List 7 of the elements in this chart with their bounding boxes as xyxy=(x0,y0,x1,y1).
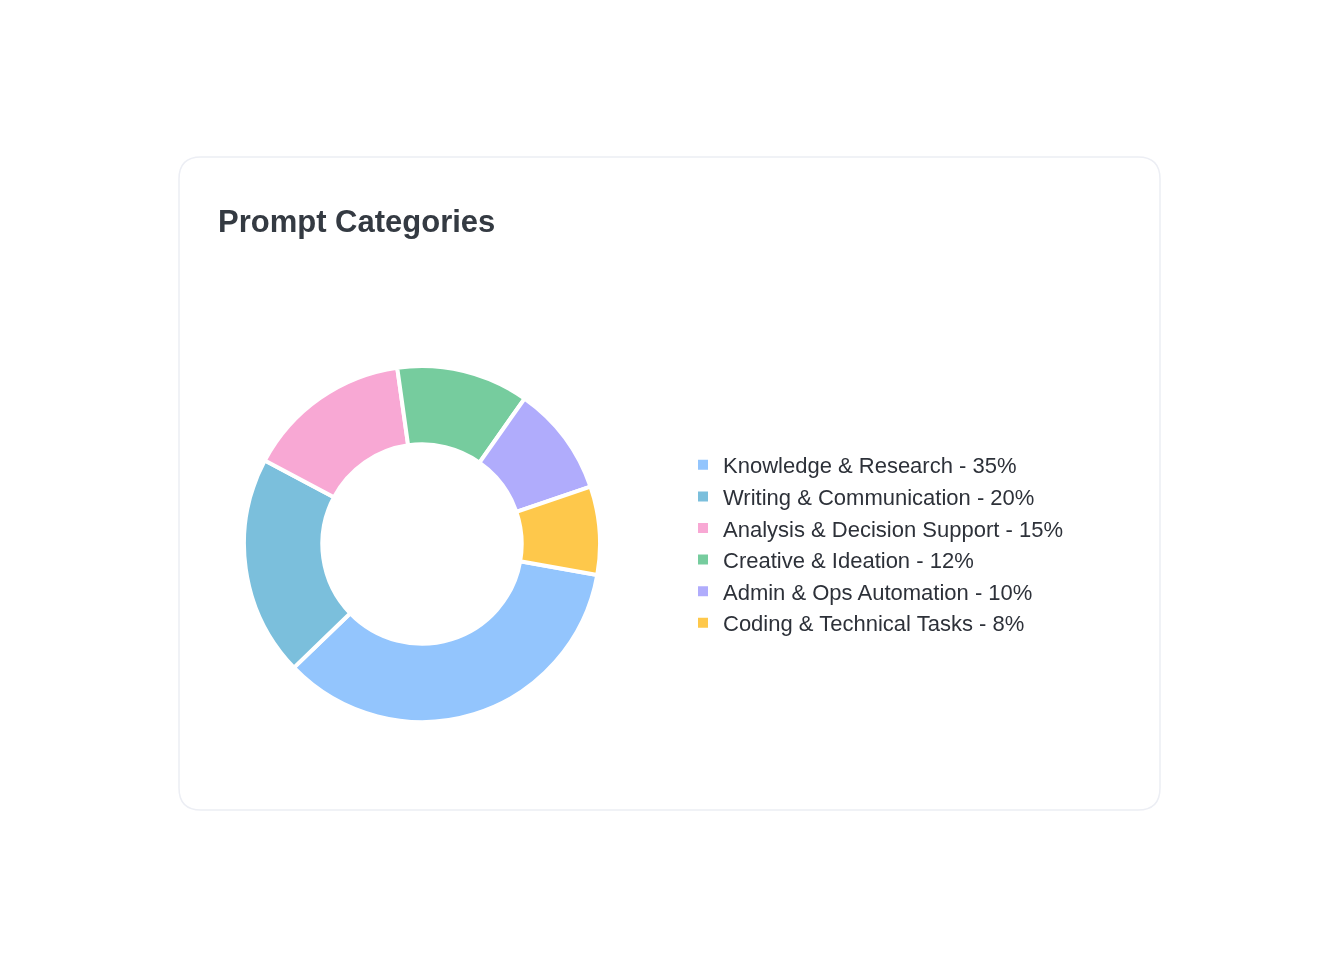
legend-label: Creative & Ideation - 12% xyxy=(723,548,974,574)
legend-label: Writing & Communication - 20% xyxy=(723,484,1035,510)
legend-label: Knowledge & Research - 35% xyxy=(723,453,1017,479)
legend-label: Admin & Ops Automation - 10% xyxy=(723,579,1033,605)
legend-label: Coding & Technical Tasks - 8% xyxy=(723,611,1025,637)
chart-title: Prompt Categories xyxy=(218,203,496,239)
legend-label: Analysis & Decision Support - 15% xyxy=(723,516,1063,542)
